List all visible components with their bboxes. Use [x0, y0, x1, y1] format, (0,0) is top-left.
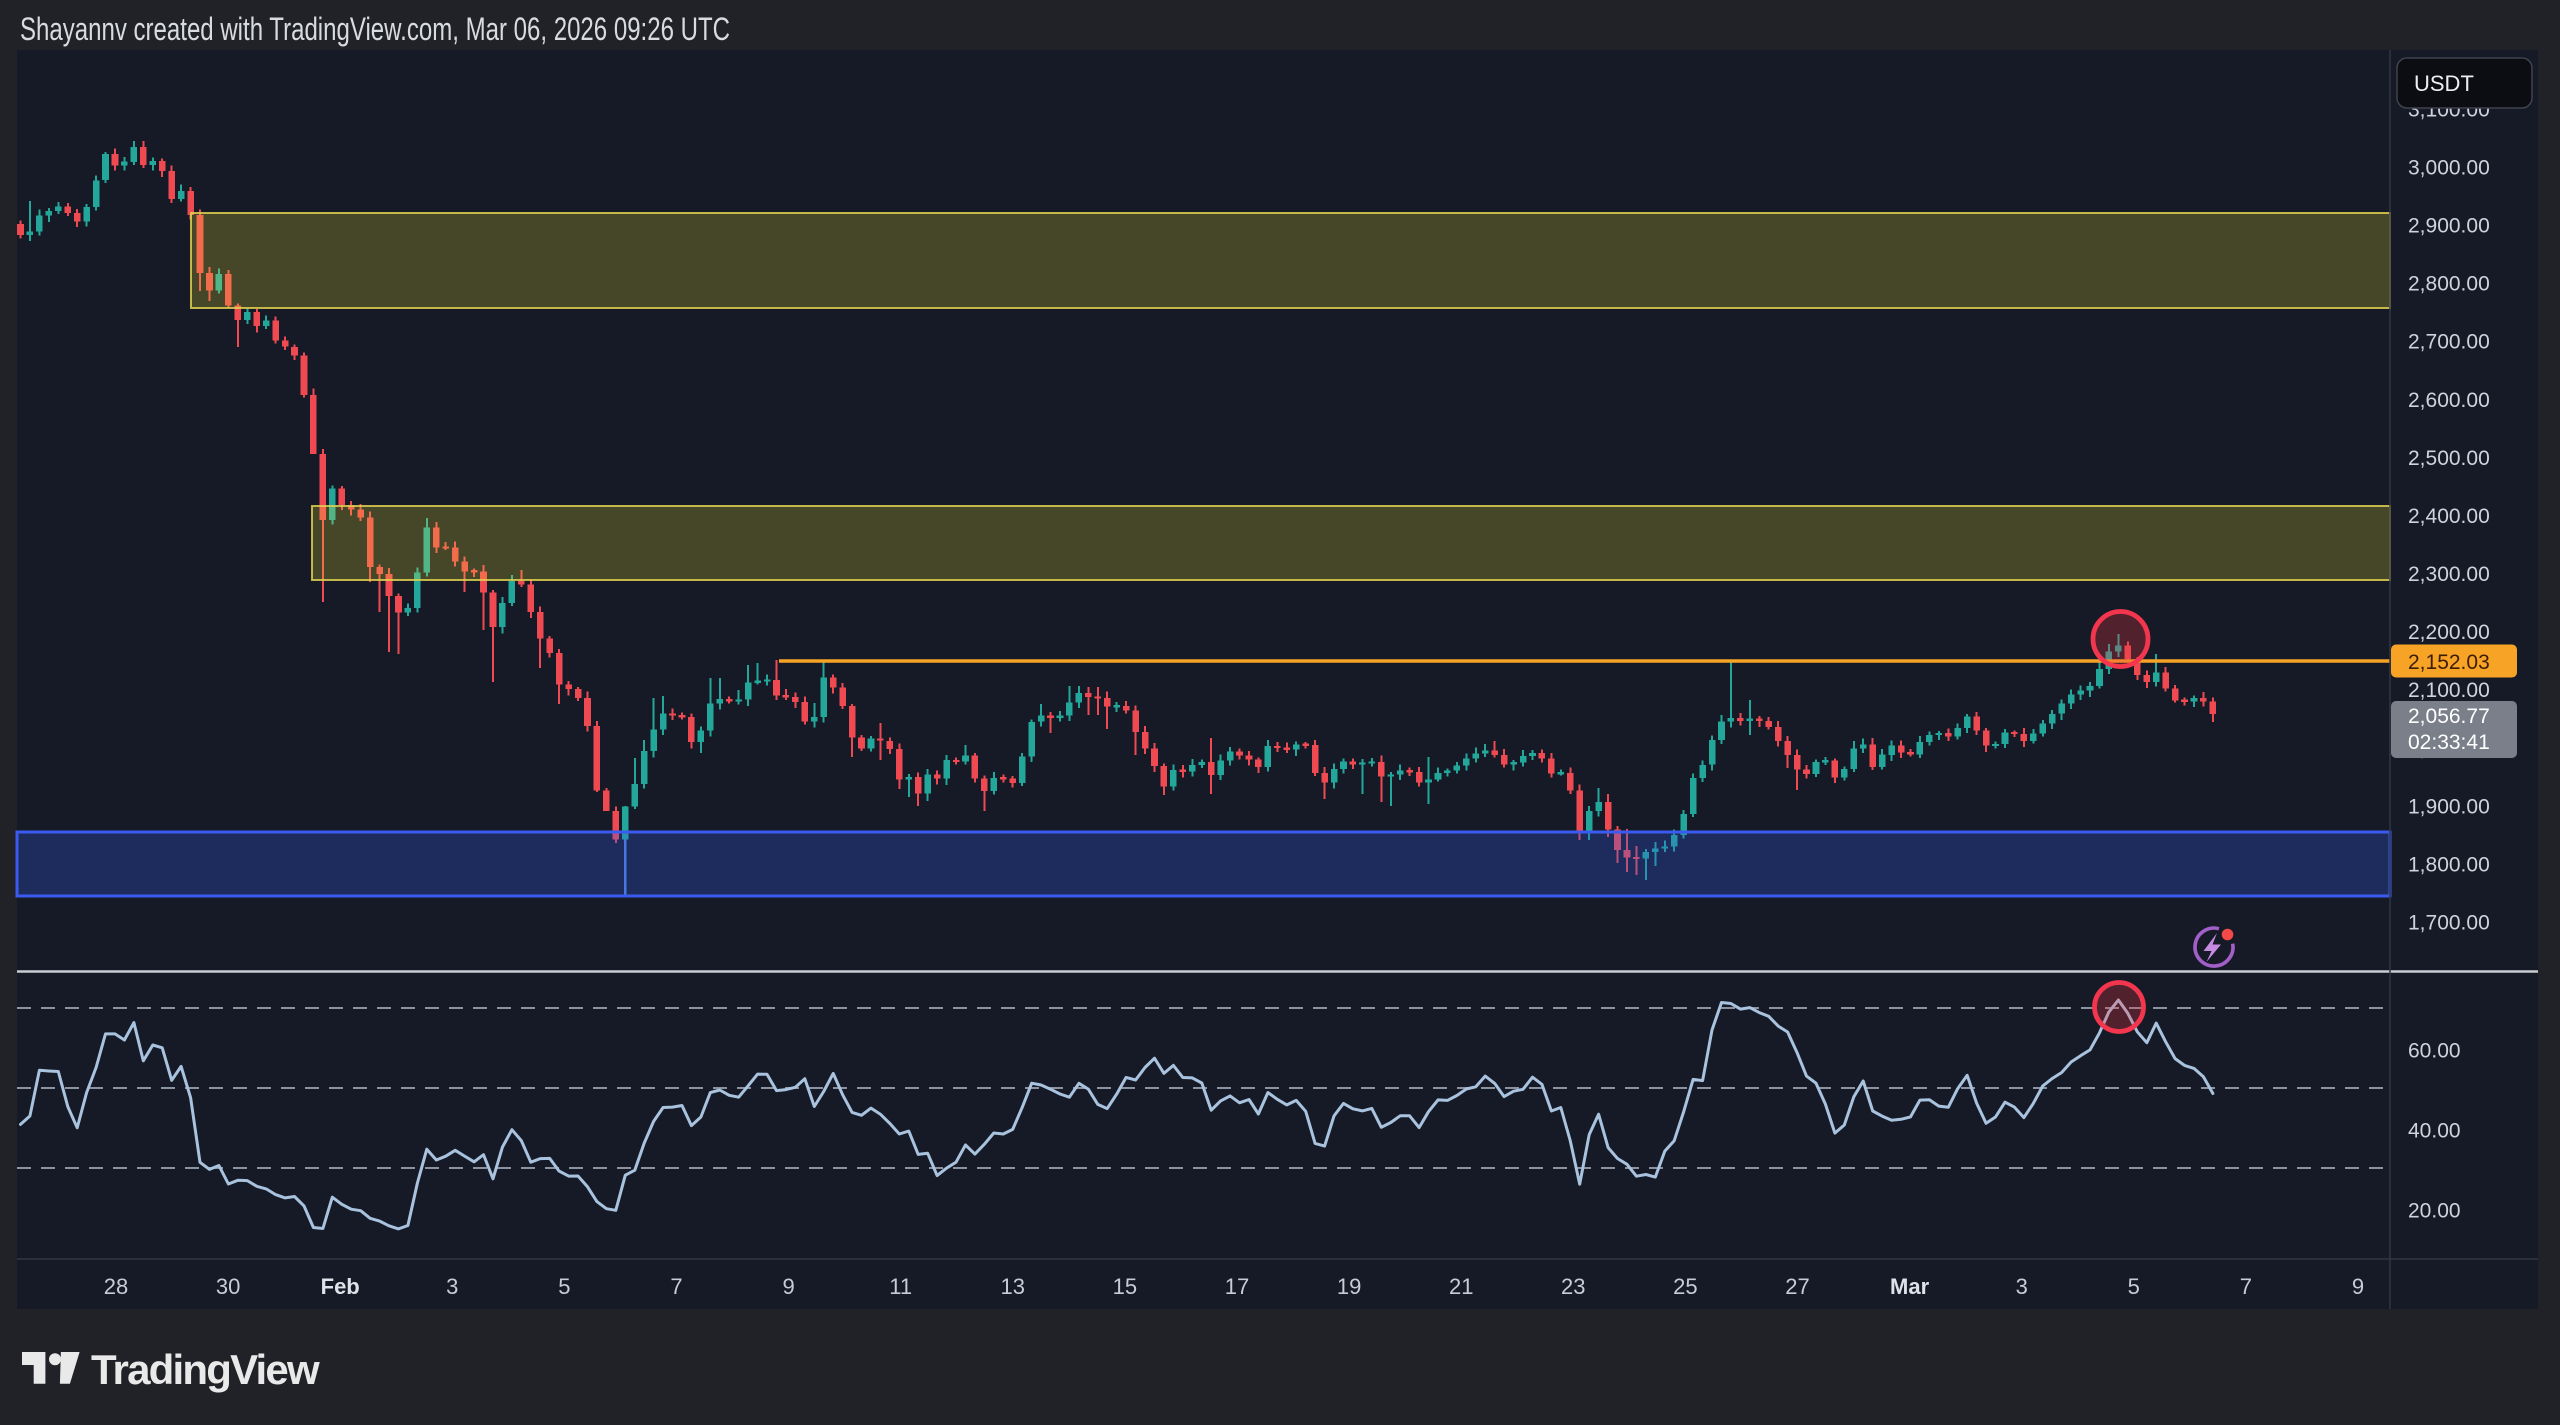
svg-text:17: 17: [1225, 1274, 1249, 1299]
svg-text:23: 23: [1561, 1274, 1585, 1299]
svg-text:60.00: 60.00: [2408, 1040, 2461, 1063]
svg-text:02:33:41: 02:33:41: [2408, 731, 2490, 754]
svg-text:Mar: Mar: [1890, 1274, 1930, 1299]
svg-text:28: 28: [104, 1274, 128, 1299]
svg-text:Shayannv created with TradingV: Shayannv created with TradingView.com, M…: [20, 11, 730, 47]
svg-text:Feb: Feb: [321, 1274, 360, 1299]
svg-text:5: 5: [558, 1274, 570, 1299]
svg-text:2,400.00: 2,400.00: [2408, 505, 2490, 528]
svg-text:30: 30: [216, 1274, 240, 1299]
svg-text:2,056.77: 2,056.77: [2408, 705, 2490, 728]
svg-text:9: 9: [2352, 1274, 2364, 1299]
svg-text:27: 27: [1785, 1274, 1809, 1299]
svg-text:11: 11: [889, 1274, 912, 1299]
svg-text:7: 7: [2240, 1274, 2252, 1299]
svg-text:15: 15: [1113, 1274, 1137, 1299]
svg-text:40.00: 40.00: [2408, 1120, 2461, 1143]
svg-text:2,300.00: 2,300.00: [2408, 563, 2490, 586]
svg-text:13: 13: [1001, 1274, 1025, 1299]
svg-text:1,800.00: 1,800.00: [2408, 854, 2490, 877]
svg-text:2,700.00: 2,700.00: [2408, 331, 2490, 354]
svg-text:TradingView: TradingView: [91, 1346, 320, 1393]
svg-text:3: 3: [446, 1274, 458, 1299]
svg-text:5: 5: [2128, 1274, 2140, 1299]
svg-text:2,600.00: 2,600.00: [2408, 389, 2490, 412]
svg-text:3: 3: [2016, 1274, 2028, 1299]
svg-text:2,800.00: 2,800.00: [2408, 273, 2490, 296]
svg-text:7: 7: [670, 1274, 682, 1299]
svg-text:9: 9: [782, 1274, 794, 1299]
svg-text:1,700.00: 1,700.00: [2408, 912, 2490, 935]
svg-text:2,100.00: 2,100.00: [2408, 679, 2490, 702]
svg-text:USDT: USDT: [2414, 71, 2474, 96]
svg-text:21: 21: [1449, 1274, 1473, 1299]
svg-text:2,200.00: 2,200.00: [2408, 621, 2490, 644]
svg-text:1,900.00: 1,900.00: [2408, 795, 2490, 818]
svg-text:2,500.00: 2,500.00: [2408, 447, 2490, 470]
svg-text:20.00: 20.00: [2408, 1200, 2461, 1223]
svg-text:25: 25: [1673, 1274, 1697, 1299]
svg-text:3,000.00: 3,000.00: [2408, 157, 2490, 180]
svg-text:2,152.03: 2,152.03: [2408, 651, 2490, 674]
svg-text:2,900.00: 2,900.00: [2408, 215, 2490, 238]
svg-text:19: 19: [1337, 1274, 1361, 1299]
